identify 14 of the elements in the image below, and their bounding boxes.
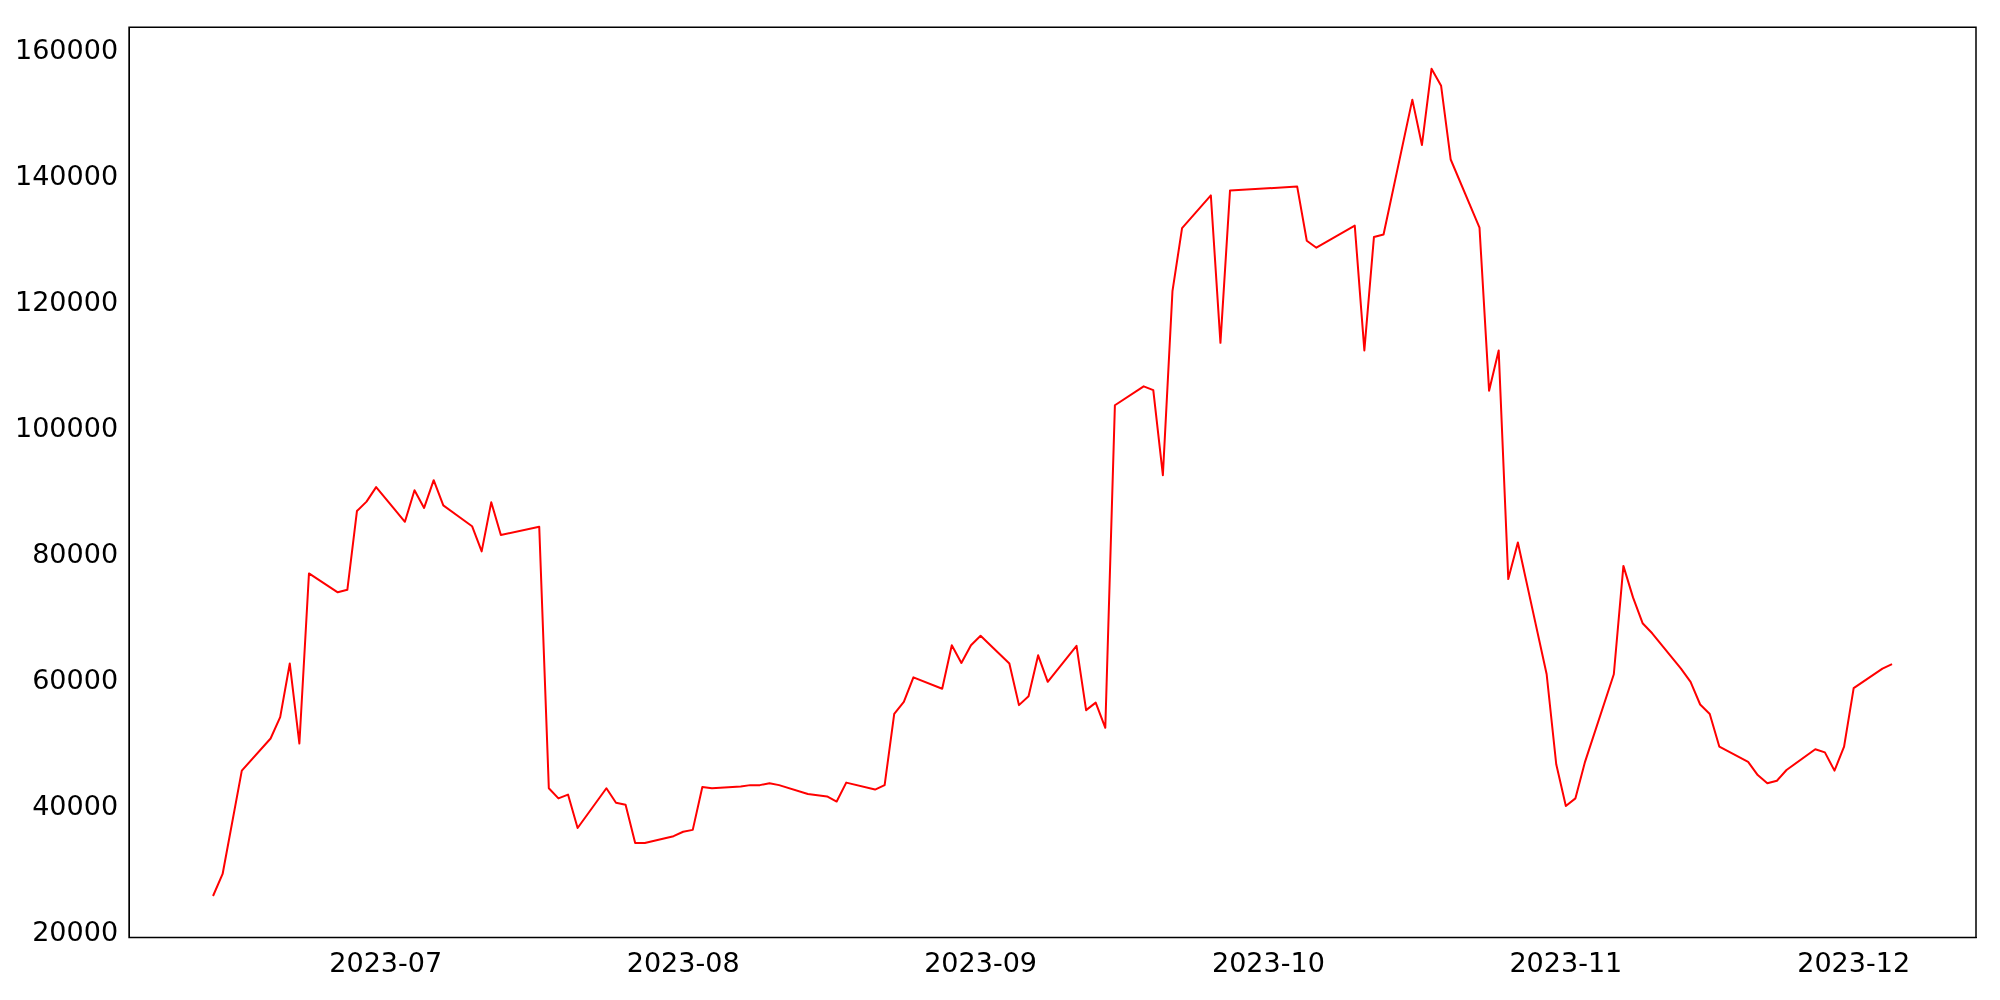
y-tick-label: 20000	[32, 915, 119, 947]
y-tick-label: 140000	[14, 159, 119, 191]
x-tick-label: 2023-08	[626, 946, 740, 978]
y-tick-label: 160000	[14, 33, 119, 65]
y-tick-label: 120000	[14, 285, 119, 317]
x-tick-label: 2023-12	[1797, 946, 1911, 978]
y-tick-label: 40000	[32, 789, 119, 821]
x-tick-label: 2023-09	[924, 946, 1037, 978]
y-tick-label: 60000	[32, 663, 119, 695]
y-tick-label: 100000	[14, 411, 119, 443]
x-tick-label: 2023-10	[1212, 946, 1325, 978]
y-tick-label: 80000	[32, 537, 119, 569]
x-tick-label: 2023-07	[329, 946, 443, 978]
x-tick-label: 2023-11	[1509, 946, 1623, 978]
